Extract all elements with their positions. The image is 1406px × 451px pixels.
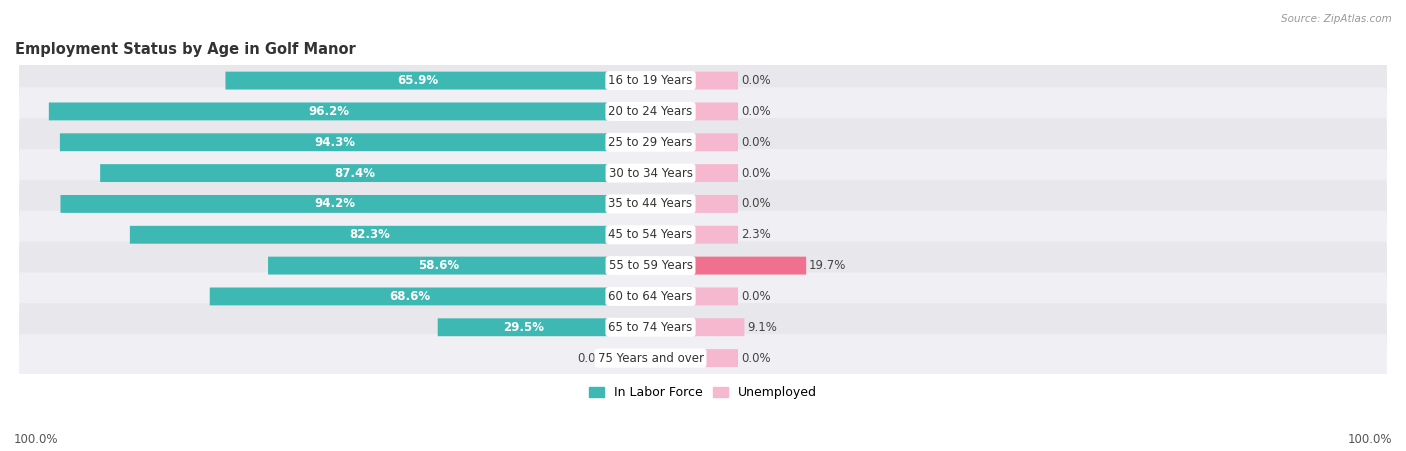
Text: 30 to 34 Years: 30 to 34 Years bbox=[609, 166, 693, 179]
FancyBboxPatch shape bbox=[20, 180, 1386, 228]
Text: 0.0%: 0.0% bbox=[741, 352, 770, 364]
Text: 68.6%: 68.6% bbox=[389, 290, 430, 303]
FancyBboxPatch shape bbox=[20, 56, 1386, 105]
Text: 29.5%: 29.5% bbox=[503, 321, 544, 334]
FancyBboxPatch shape bbox=[692, 195, 738, 213]
FancyBboxPatch shape bbox=[129, 226, 610, 244]
Text: 19.7%: 19.7% bbox=[808, 259, 846, 272]
Text: 100.0%: 100.0% bbox=[14, 433, 59, 446]
Text: 87.4%: 87.4% bbox=[335, 166, 375, 179]
FancyBboxPatch shape bbox=[60, 133, 610, 151]
FancyBboxPatch shape bbox=[60, 195, 610, 213]
Text: Source: ZipAtlas.com: Source: ZipAtlas.com bbox=[1281, 14, 1392, 23]
Text: 58.6%: 58.6% bbox=[419, 259, 460, 272]
Legend: In Labor Force, Unemployed: In Labor Force, Unemployed bbox=[583, 381, 823, 404]
FancyBboxPatch shape bbox=[692, 164, 738, 182]
FancyBboxPatch shape bbox=[692, 102, 738, 120]
Text: 20 to 24 Years: 20 to 24 Years bbox=[609, 105, 693, 118]
FancyBboxPatch shape bbox=[20, 303, 1386, 351]
Text: 96.2%: 96.2% bbox=[309, 105, 350, 118]
Text: 35 to 44 Years: 35 to 44 Years bbox=[609, 198, 693, 211]
Text: 65.9%: 65.9% bbox=[396, 74, 439, 87]
Text: 75 Years and over: 75 Years and over bbox=[598, 352, 703, 364]
Text: 94.3%: 94.3% bbox=[315, 136, 356, 149]
Text: 25 to 29 Years: 25 to 29 Years bbox=[609, 136, 693, 149]
FancyBboxPatch shape bbox=[20, 272, 1386, 321]
Text: 94.2%: 94.2% bbox=[315, 198, 356, 211]
Text: Employment Status by Age in Golf Manor: Employment Status by Age in Golf Manor bbox=[15, 42, 356, 57]
Text: 0.0%: 0.0% bbox=[741, 290, 770, 303]
FancyBboxPatch shape bbox=[20, 118, 1386, 166]
Text: 2.3%: 2.3% bbox=[741, 228, 770, 241]
Text: 0.0%: 0.0% bbox=[578, 352, 607, 364]
FancyBboxPatch shape bbox=[269, 257, 610, 275]
Text: 45 to 54 Years: 45 to 54 Years bbox=[609, 228, 693, 241]
FancyBboxPatch shape bbox=[692, 287, 738, 305]
Text: 0.0%: 0.0% bbox=[741, 166, 770, 179]
Text: 16 to 19 Years: 16 to 19 Years bbox=[609, 74, 693, 87]
FancyBboxPatch shape bbox=[20, 87, 1386, 135]
FancyBboxPatch shape bbox=[20, 334, 1386, 382]
FancyBboxPatch shape bbox=[692, 72, 738, 90]
Text: 9.1%: 9.1% bbox=[748, 321, 778, 334]
Text: 0.0%: 0.0% bbox=[741, 198, 770, 211]
FancyBboxPatch shape bbox=[692, 257, 806, 275]
FancyBboxPatch shape bbox=[692, 226, 738, 244]
FancyBboxPatch shape bbox=[692, 318, 744, 336]
FancyBboxPatch shape bbox=[100, 164, 610, 182]
Text: 100.0%: 100.0% bbox=[1347, 433, 1392, 446]
Text: 55 to 59 Years: 55 to 59 Years bbox=[609, 259, 693, 272]
FancyBboxPatch shape bbox=[692, 349, 738, 367]
FancyBboxPatch shape bbox=[49, 102, 610, 120]
FancyBboxPatch shape bbox=[225, 72, 610, 90]
FancyBboxPatch shape bbox=[20, 242, 1386, 290]
FancyBboxPatch shape bbox=[692, 133, 738, 151]
Text: 60 to 64 Years: 60 to 64 Years bbox=[609, 290, 693, 303]
FancyBboxPatch shape bbox=[20, 211, 1386, 259]
FancyBboxPatch shape bbox=[437, 318, 610, 336]
FancyBboxPatch shape bbox=[20, 149, 1386, 197]
Text: 0.0%: 0.0% bbox=[741, 74, 770, 87]
Text: 82.3%: 82.3% bbox=[349, 228, 391, 241]
FancyBboxPatch shape bbox=[209, 287, 610, 305]
Text: 0.0%: 0.0% bbox=[741, 136, 770, 149]
Text: 0.0%: 0.0% bbox=[741, 105, 770, 118]
Text: 65 to 74 Years: 65 to 74 Years bbox=[609, 321, 693, 334]
